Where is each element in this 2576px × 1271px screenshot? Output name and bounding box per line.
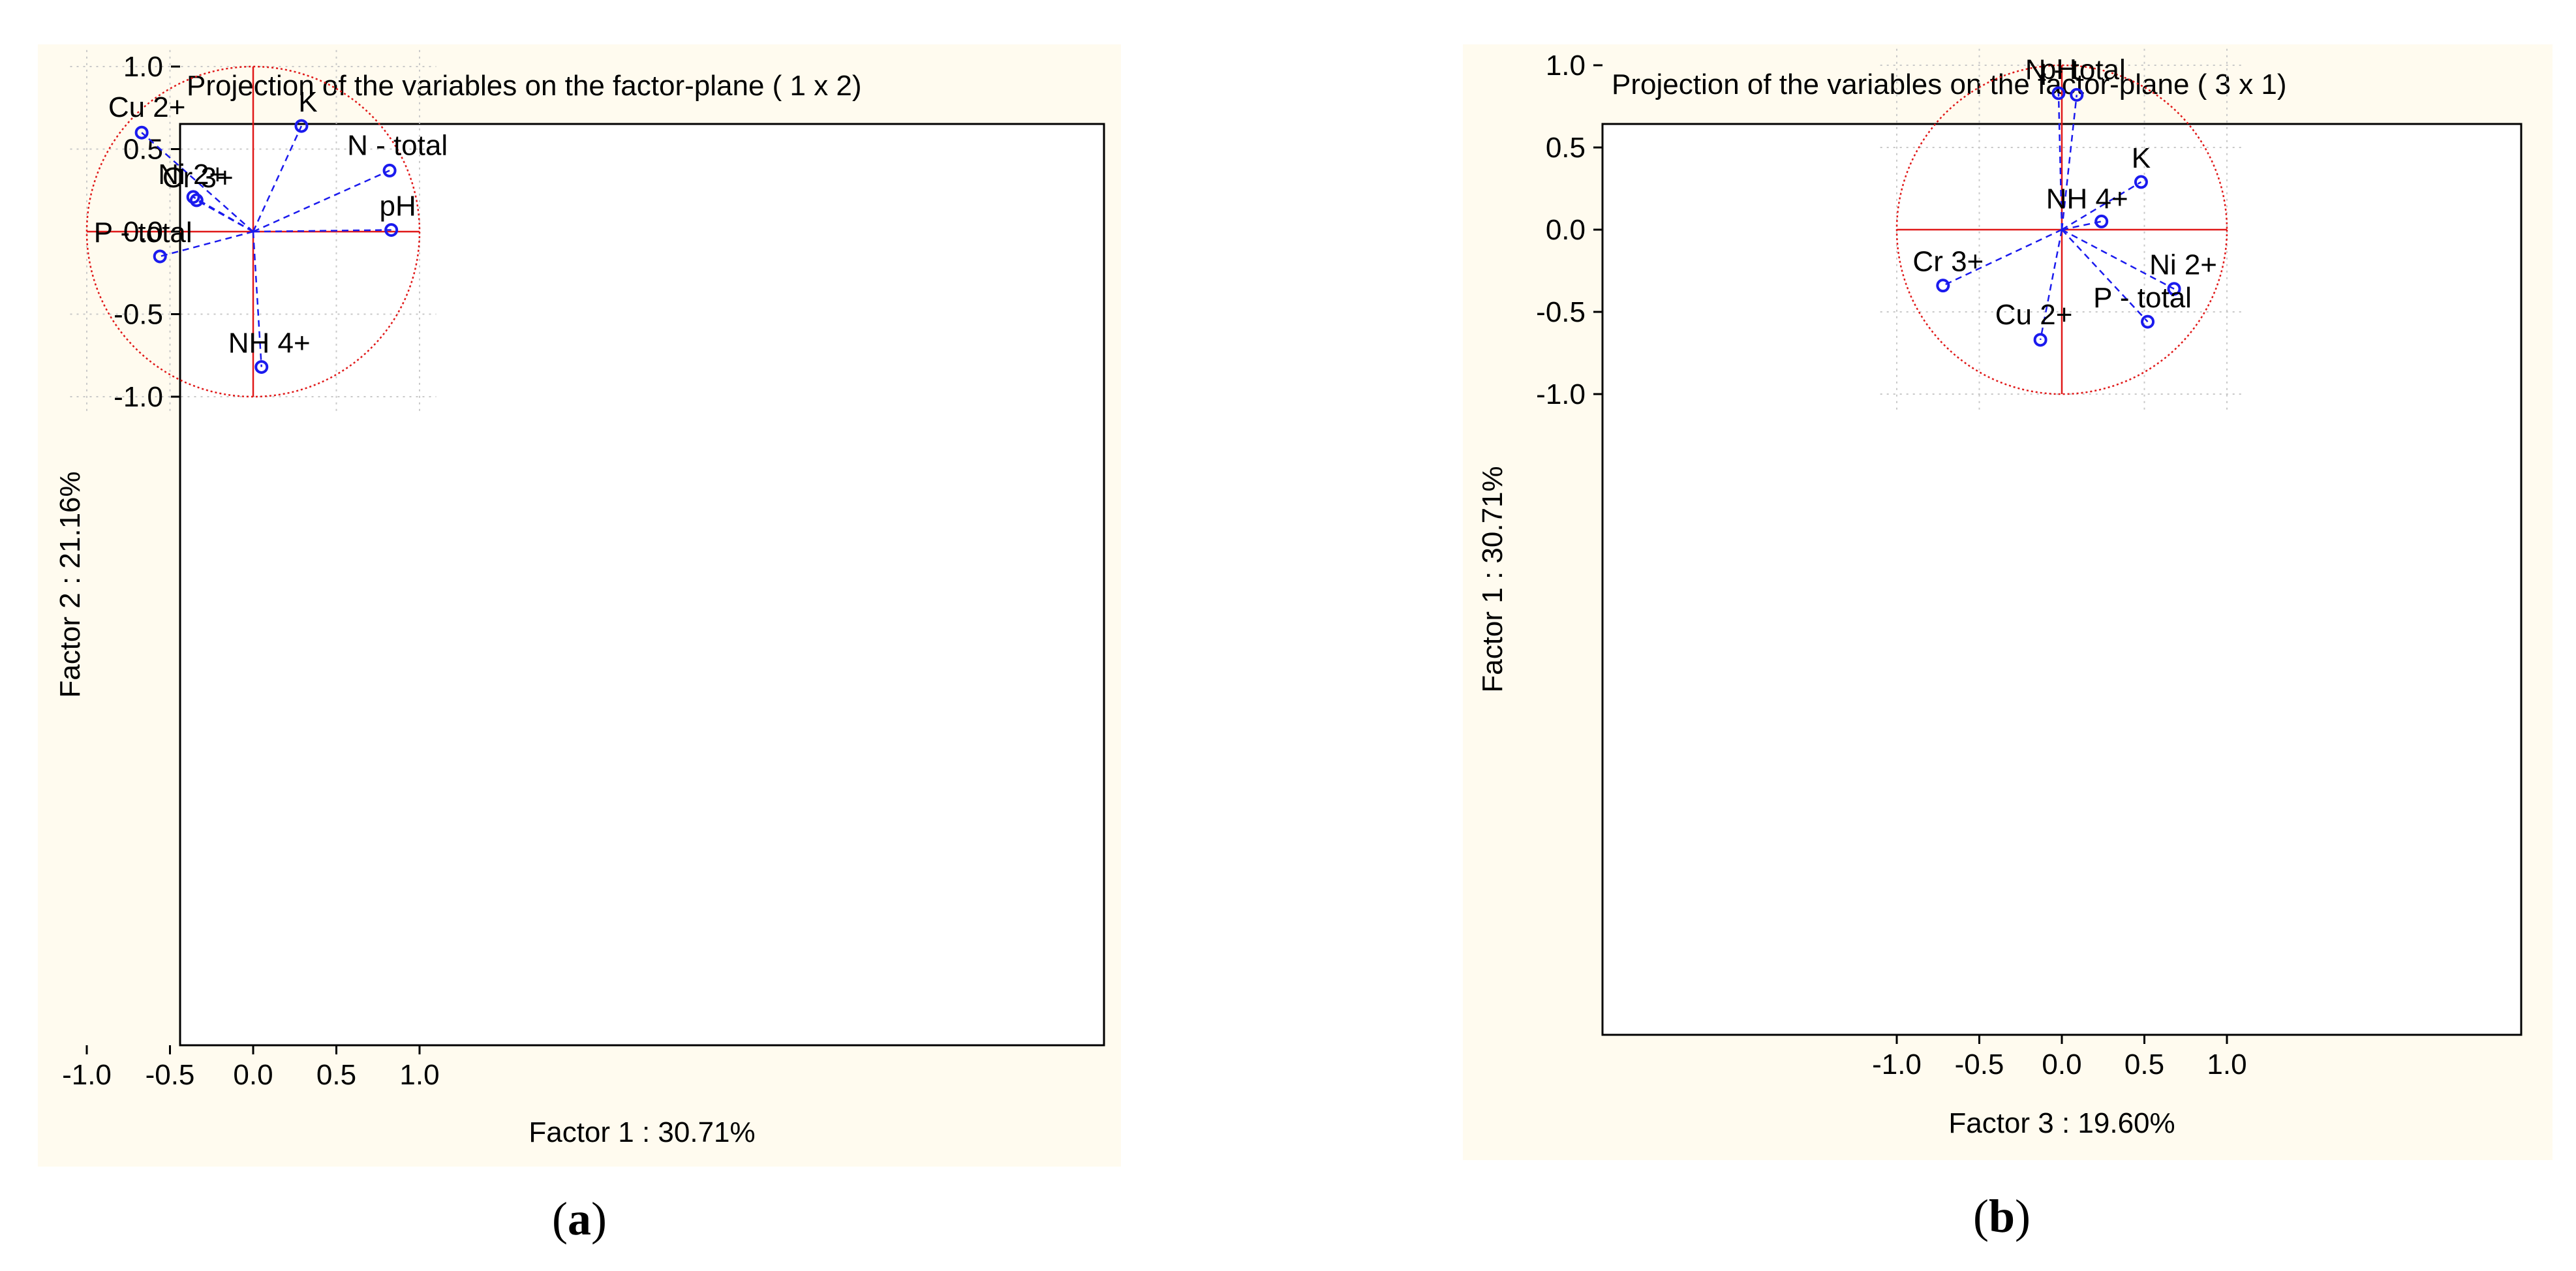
panel-a-title: Projection of the variables on the facto… [187,70,862,102]
panel-b-y-axis-label: Factor 1 : 30.71% [1477,466,1509,692]
point-label-p-total: P - total [2093,282,2192,314]
point-p-total [2141,314,2155,329]
y-tick-label: 0.5 [1546,132,1586,164]
panel-a-y-tick-labels: -1.0-0.50.00.51.0 [114,51,163,413]
x-tick-label: 0.5 [316,1059,356,1091]
vector-k [252,125,303,232]
point-cr-3 [1936,279,1950,293]
point-cu-2 [2033,333,2047,347]
point-label-p-total: P - total [94,217,192,249]
panel-a-vectors [141,125,391,367]
vector-cu-2 [141,132,254,232]
point-n-total [2070,87,2084,102]
panel-b-title: Projection of the variables on the facto… [1612,69,2287,100]
x-tick-label: 0.0 [233,1059,273,1091]
point-label-cr-3: Cr 3+ [1912,246,1984,278]
point-label-k: K [2132,142,2151,174]
point-cr-3 [189,193,204,207]
point-label-nh-4: NH 4+ [2046,183,2128,215]
point-k [2134,175,2148,189]
panel-b-grid [1880,48,2244,411]
vector-n-total [2061,95,2078,230]
point-label-ni-2: Ni 2+ [158,159,226,191]
point-label-cu-2: Cu 2+ [1995,299,2073,331]
point-label-ph: pH [2040,54,2077,85]
panel-b-caption: (b) [1973,1190,2031,1242]
y-tick-label: -0.5 [114,299,163,331]
panel-b-x-axis-label: Factor 3 : 19.60% [1948,1107,2175,1139]
panel-a-x-axis-label: Factor 1 : 30.71% [529,1116,755,1148]
vector-p-total [2061,229,2149,322]
point-p-total [153,249,167,264]
y-tick-label: 0.0 [1546,214,1586,246]
x-tick-label: 0.5 [2124,1049,2164,1080]
point-cu-2 [134,125,149,140]
panel-a-x-tick-labels: -1.0 -0.5 0.0 0.5 1.0 [62,1059,440,1091]
vector-nh-4 [252,231,262,367]
panel-b-point-labels: pHN - total KNH 4+ Cr 3+ Ni 2+P - total Cu 2… [1912,54,2217,331]
point-ph [384,222,399,237]
point-label-cr-3: Cr 3+ [162,162,234,194]
x-tick-label: -0.5 [146,1059,195,1091]
point-nh-4 [254,360,269,374]
y-tick-label: 0.0 [123,216,163,248]
x-tick-label: 1.0 [2207,1049,2246,1080]
point-label-nh-4: NH 4+ [228,327,311,359]
point-ni-2 [186,190,200,204]
x-tick-label: -1.0 [1872,1049,1922,1080]
panel-a: Projection of the variables on the facto… [38,44,1121,1167]
point-nh-4 [2094,214,2109,228]
panel-a-points [134,119,399,374]
y-tick-label: 1.0 [1546,50,1586,82]
vector-ni-2 [2061,228,2175,290]
point-ph [2051,86,2066,100]
point-label-k: K [298,86,317,118]
panel-a-point-labels: Cu 2+ K N - total Ni 2+Cr 3+ pH P - total NH 4… [94,86,448,359]
point-k [294,119,309,133]
panel-a-tick-marks [85,65,421,1054]
x-tick-label: -0.5 [1955,1049,2004,1080]
vector-ph [253,229,391,233]
x-tick-label: 0.0 [2042,1049,2081,1080]
x-tick-label: 1.0 [399,1059,439,1091]
y-tick-label: -0.5 [1536,296,1586,328]
panel-b-y-tick-labels: -1.0 -0.5 0.0 0.5 1.0 [1536,50,1586,410]
y-tick-label: 1.0 [123,51,163,83]
y-tick-label: -1.0 [114,381,163,413]
vector-n-total [253,170,390,233]
panel-b-tick-marks [1593,64,2228,1044]
point-label-cu-2: Cu 2+ [108,91,186,123]
vector-ph [2057,93,2063,230]
point-label-n-total: N - total [2025,54,2126,85]
panel-b: Projection of the variables on the facto… [1463,44,2553,1160]
panel-b-plot-area [1601,123,2522,1036]
y-tick-label: -1.0 [1536,378,1586,410]
panel-b-points [1936,86,2181,347]
point-label-n-total: N - total [347,129,448,161]
point-label-ph: pH [380,190,416,222]
point-n-total [382,163,397,177]
vector-k [2061,181,2142,231]
x-tick-label: -1.0 [62,1059,112,1091]
point-ni-2 [2167,282,2181,296]
point-label-ni-2: Ni 2+ [2149,249,2217,281]
panel-a-y-axis-label: Factor 2 : 21.16% [54,471,86,697]
vector-p-total [159,230,254,258]
panel-b-x-tick-labels: -1.0 -0.5 0.0 0.5 1.0 [1872,1049,2247,1080]
panel-a-plot-area [179,123,1105,1047]
panel-a-caption: (a) [552,1193,607,1245]
vector-cu-2 [2039,229,2063,341]
panel-a-caption-letter: a [568,1193,591,1245]
panel-b-caption-letter: b [1989,1190,2015,1242]
